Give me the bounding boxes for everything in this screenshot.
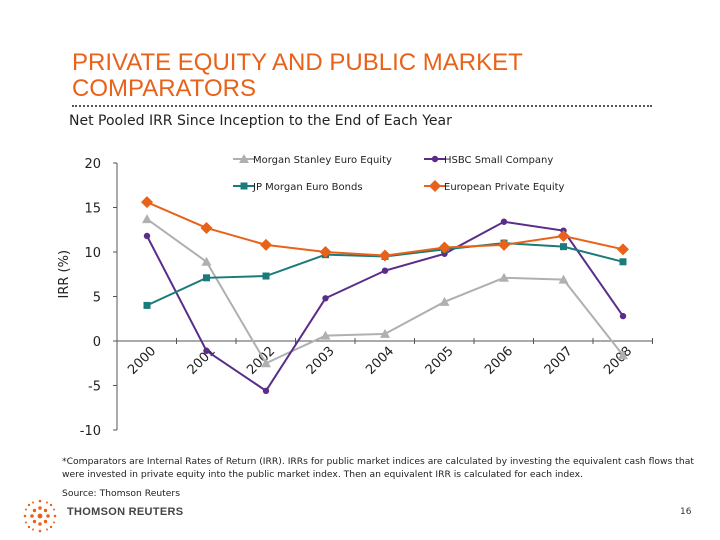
- x-tick-label: 2005: [423, 344, 457, 378]
- x-tick-label: 2004: [363, 344, 397, 378]
- title-line-2: COMPARATORS: [72, 75, 257, 102]
- data-point: [319, 246, 332, 258]
- data-point: [619, 312, 627, 320]
- data-point: [200, 221, 213, 234]
- y-axis-label: IRR (%): [57, 250, 72, 299]
- legend-label: Morgan Stanley Euro Equity: [253, 155, 392, 166]
- data-point: [201, 256, 212, 266]
- data-point: [322, 295, 329, 302]
- data-point: [262, 387, 270, 395]
- data-point: [261, 358, 271, 368]
- data-point: [617, 243, 629, 256]
- data-point: [143, 232, 151, 240]
- data-point: [618, 350, 628, 360]
- y-tick-label: -5: [88, 380, 101, 395]
- title-line-1: PRIVATE EQUITY AND PUBLIC MARKET: [72, 49, 523, 76]
- x-tick-label: 2000: [125, 344, 159, 378]
- y-tick-label: 10: [84, 246, 101, 261]
- data-point: [379, 249, 391, 262]
- y-tick-label: 0: [93, 335, 101, 350]
- legend-marker: [431, 155, 439, 163]
- data-point: [560, 243, 567, 251]
- legend-label: European Private Equity: [444, 182, 565, 193]
- legend-label: JP Morgan Euro Bonds: [252, 182, 363, 193]
- footnote: *Comparators are Internal Rates of Retur…: [62, 456, 694, 480]
- data-point: [557, 229, 570, 242]
- data-point: [143, 301, 151, 309]
- legend-marker: [239, 154, 249, 163]
- data-point: [438, 241, 451, 254]
- y-tick-label: 5: [93, 291, 101, 306]
- x-tick-label: 2001: [185, 344, 219, 378]
- x-tick-label: 2007: [542, 344, 576, 378]
- slide-title: PRIVATE EQUITY AND PUBLIC MARKET COMPARA…: [72, 50, 672, 102]
- data-point: [500, 218, 508, 225]
- data-point: [203, 347, 210, 354]
- series-line: [146, 218, 624, 365]
- data-point: [380, 328, 390, 338]
- thomson-reuters-logo-icon: [23, 499, 57, 533]
- source-note: Source: Thomson Reuters: [62, 488, 180, 499]
- x-tick-label: 2006: [482, 344, 516, 378]
- y-tick-label: 20: [84, 157, 101, 172]
- y-tick-label: 15: [84, 202, 101, 217]
- data-point: [141, 196, 153, 209]
- data-point: [619, 258, 627, 266]
- data-point: [439, 296, 450, 306]
- page-number: 16: [680, 507, 692, 517]
- legend-marker: [240, 182, 248, 190]
- legend-marker: [429, 180, 441, 192]
- data-point: [498, 238, 510, 251]
- data-point: [499, 272, 509, 282]
- data-point: [320, 330, 331, 340]
- legend-label: HSBC Small Company: [444, 155, 553, 166]
- data-point: [260, 238, 272, 251]
- x-tick-label: 2003: [304, 344, 338, 378]
- title-divider: [72, 105, 652, 107]
- logo-wordmark: THOMSON REUTERS: [67, 506, 184, 518]
- data-point: [203, 274, 210, 282]
- chart-subtitle: Net Pooled IRR Since Inception to the En…: [69, 113, 452, 129]
- data-point: [262, 272, 270, 280]
- y-tick-label: -10: [80, 424, 101, 439]
- data-point: [381, 267, 389, 274]
- data-point: [142, 214, 152, 224]
- data-point: [558, 274, 569, 284]
